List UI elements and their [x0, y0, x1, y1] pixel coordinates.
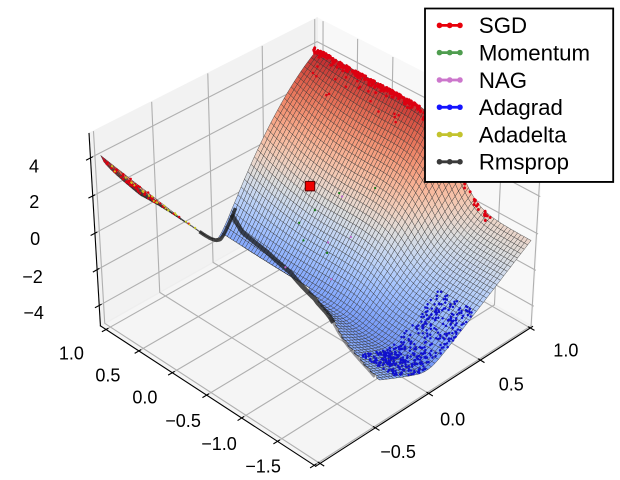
svg-text:4: 4 — [29, 156, 39, 176]
svg-text:Adagrad: Adagrad — [479, 95, 563, 120]
svg-text:Rmsprop: Rmsprop — [479, 150, 569, 175]
svg-text:NAG: NAG — [479, 68, 527, 93]
svg-text:0.0: 0.0 — [132, 388, 157, 408]
svg-text:Momentum: Momentum — [479, 40, 590, 65]
svg-text:0.5: 0.5 — [95, 366, 120, 386]
svg-text:−0.5: −0.5 — [165, 411, 201, 431]
svg-text:−2: −2 — [22, 267, 43, 287]
svg-text:−4: −4 — [23, 303, 44, 323]
svg-text:SGD: SGD — [479, 13, 527, 38]
svg-text:Adadelta: Adadelta — [479, 122, 567, 147]
svg-text:0.5: 0.5 — [499, 375, 524, 395]
svg-text:−1.5: −1.5 — [245, 457, 281, 477]
svg-text:−0.5: −0.5 — [380, 442, 416, 462]
svg-text:−1.0: −1.0 — [201, 434, 237, 454]
svg-text:1.0: 1.0 — [59, 343, 84, 363]
svg-text:0.0: 0.0 — [440, 410, 465, 430]
svg-text:2: 2 — [29, 192, 39, 212]
svg-text:1.0: 1.0 — [553, 340, 578, 360]
svg-text:0: 0 — [30, 229, 40, 249]
